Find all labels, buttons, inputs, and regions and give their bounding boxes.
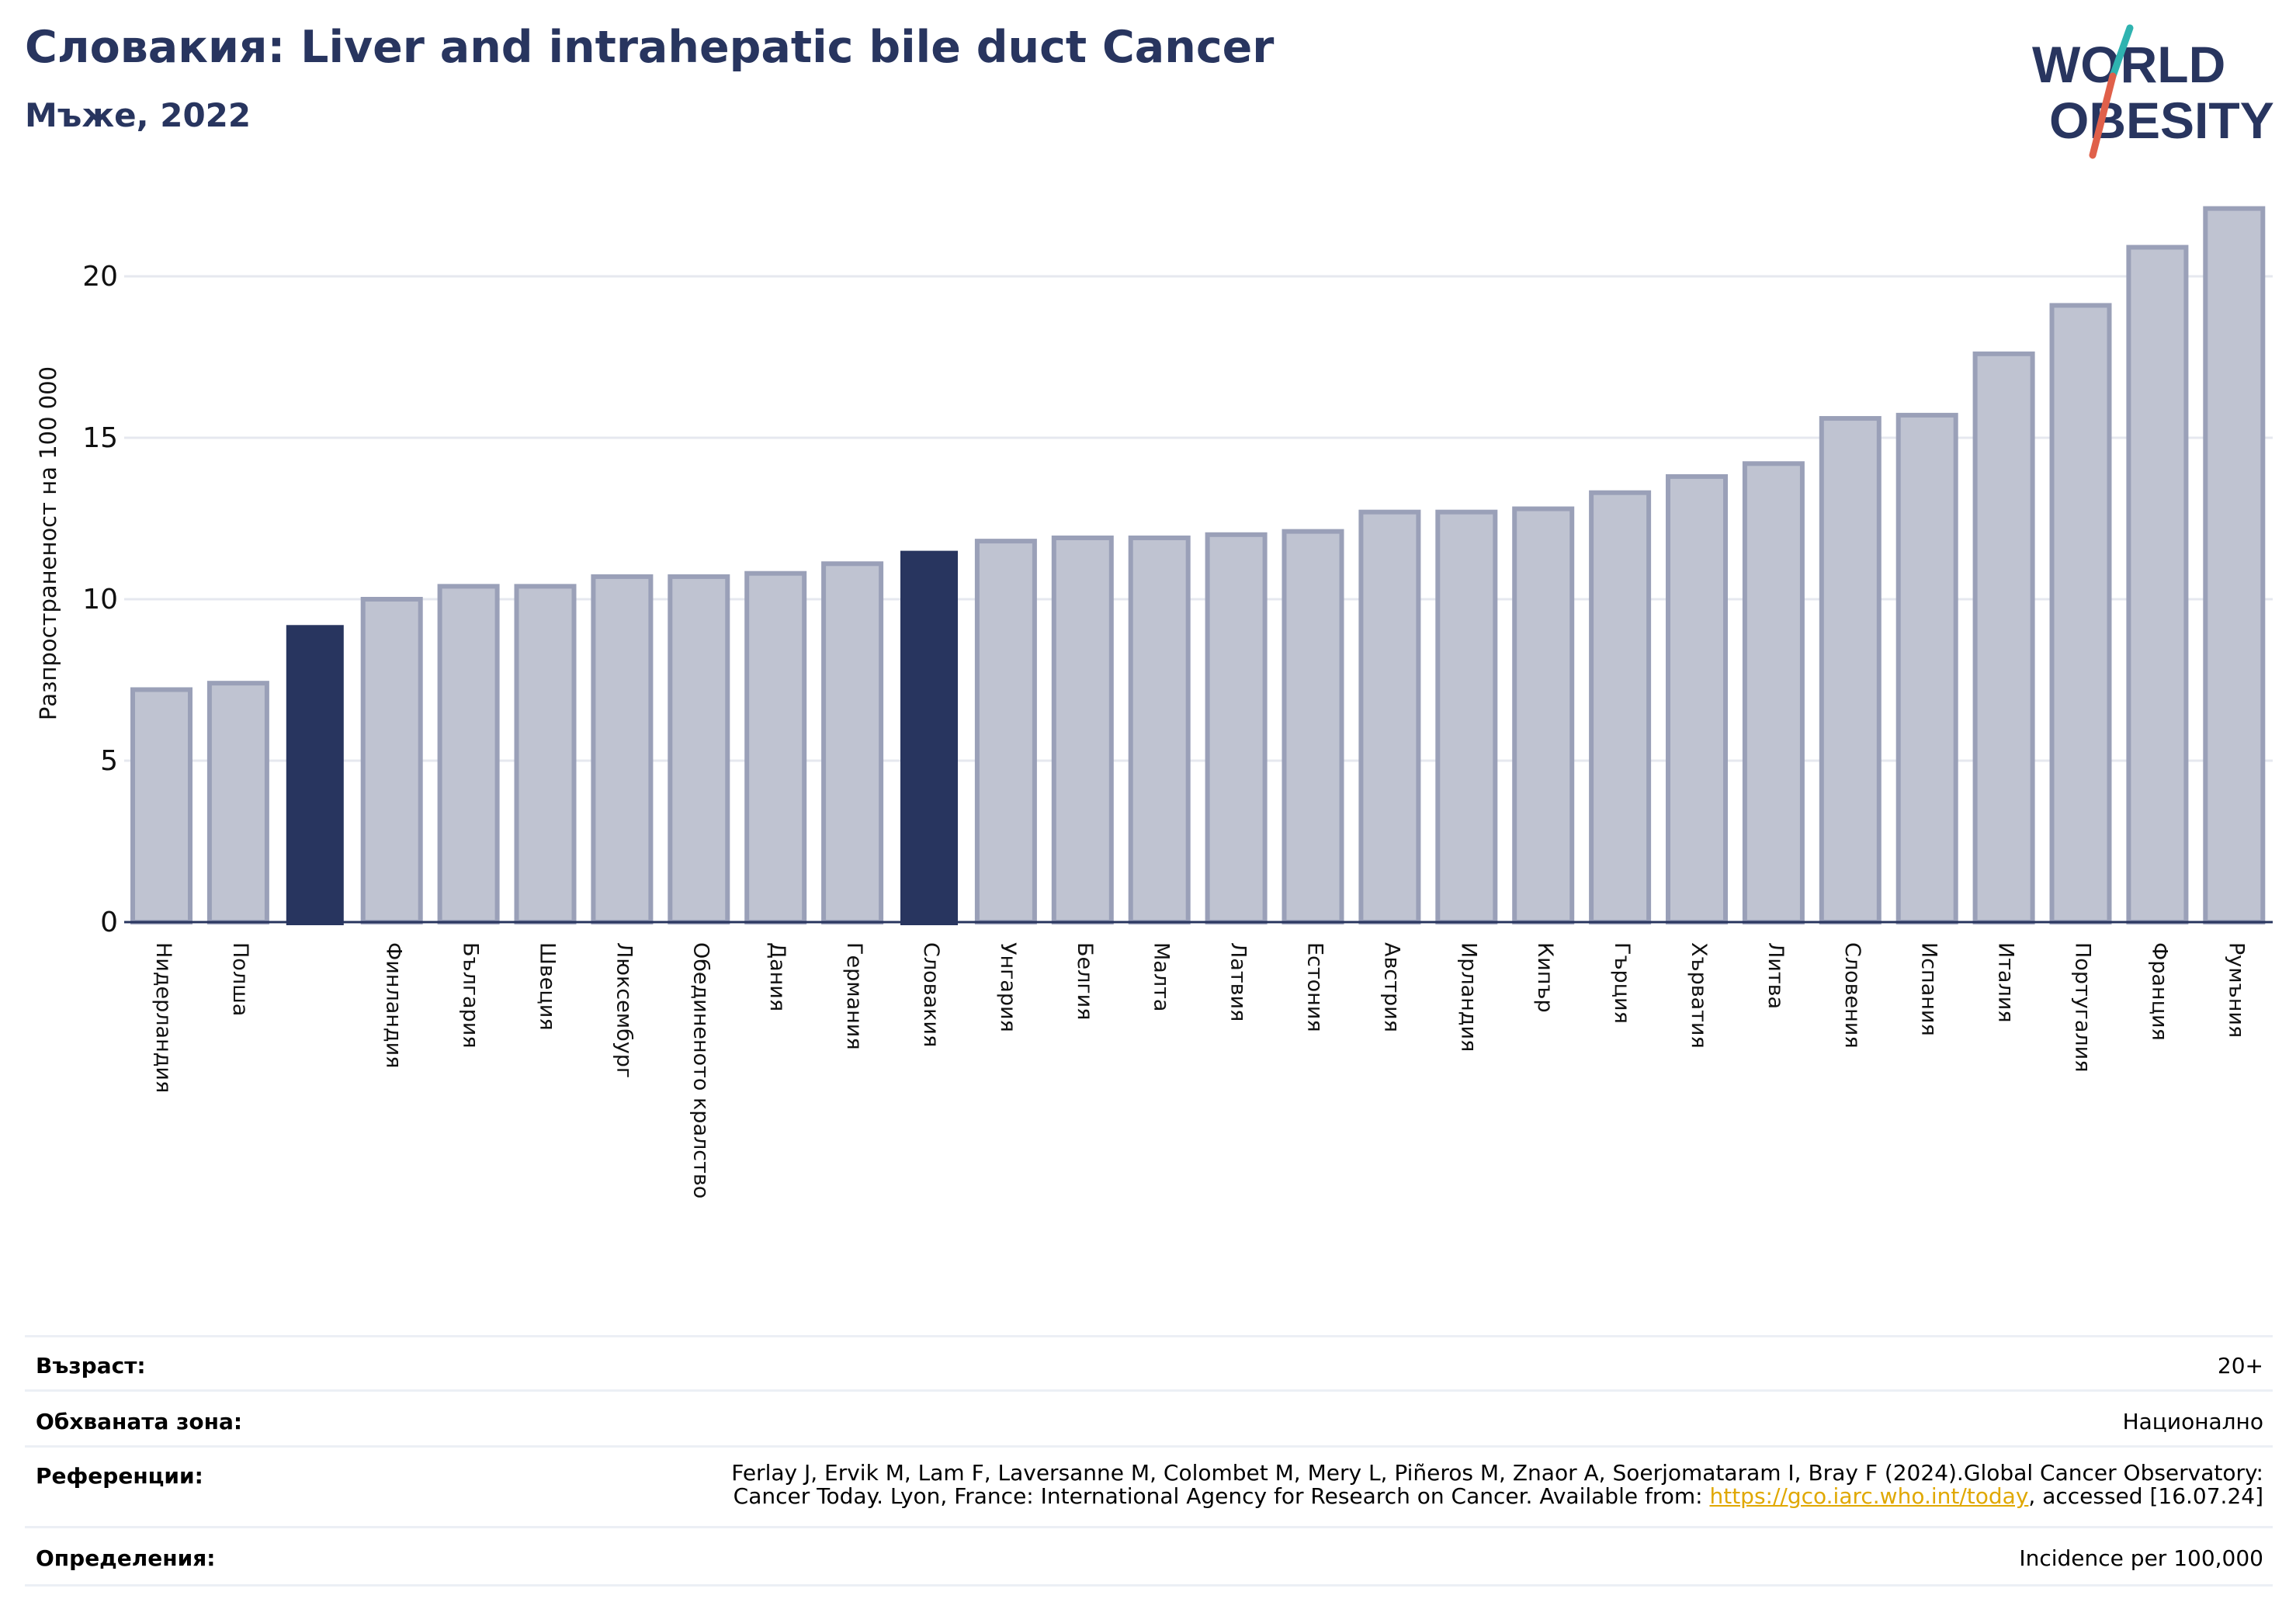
x-tick-label: Обединеното кралство — [688, 942, 713, 1198]
bar — [1895, 412, 1958, 924]
x-tick-label: Естония — [1303, 942, 1327, 1032]
x-tick-label: Малта — [1150, 942, 1174, 1011]
y-tick-label: 10 — [82, 584, 118, 616]
bar — [974, 539, 1037, 924]
x-tick-label: Литва — [1764, 942, 1788, 1009]
bar — [130, 687, 192, 924]
reference-line-2: Cancer Today. Lyon, France: Internationa… — [731, 1485, 2263, 1508]
info-value-area: Национално — [2122, 1409, 2263, 1434]
bar — [1512, 506, 1575, 924]
bar — [1282, 529, 1344, 924]
logo-slash-top — [2109, 24, 2134, 80]
info-label-definitions: Определения: — [36, 1545, 216, 1571]
bar — [591, 574, 654, 924]
x-tick-label: Австрия — [1379, 942, 1403, 1032]
bar — [744, 570, 807, 924]
x-tick-label: Испания — [1917, 942, 1941, 1036]
bar — [1819, 416, 1882, 924]
x-tick-label: Унгария — [996, 942, 1020, 1032]
bar — [1205, 532, 1268, 924]
logo-text-obesity: OBESITY — [2049, 92, 2274, 149]
x-tick-label: Финландия — [382, 942, 406, 1068]
x-tick-label: Франция — [2147, 942, 2171, 1041]
x-tick-label: Португалия — [2071, 942, 2095, 1072]
y-axis-ticks: 0 5 10 15 20 — [82, 261, 118, 938]
x-tick-label: Германия — [842, 942, 866, 1050]
x-tick-label: Ирландия — [1456, 942, 1480, 1052]
bar — [437, 584, 500, 924]
bar — [1972, 351, 2035, 924]
y-tick-label: 15 — [82, 422, 118, 454]
x-tick-label: Белгия — [1073, 942, 1097, 1020]
bars — [130, 206, 2266, 925]
x-tick-label: Хърватия — [1687, 942, 1711, 1049]
y-axis-label: Разпространеност на 100 000 — [35, 366, 61, 720]
x-axis-labels: Нидерландия Полша Финландия България Швеция Л… — [151, 942, 2248, 1198]
info-label-age: Възраст: — [36, 1353, 146, 1379]
bar — [2203, 206, 2266, 924]
bar — [1666, 473, 1728, 924]
x-tick-label: Полша — [228, 942, 252, 1016]
bar — [2049, 303, 2112, 924]
info-row-age: Възраст: 20+ — [25, 1335, 2273, 1392]
bar — [1128, 535, 1191, 925]
x-tick-label: Швеция — [536, 942, 560, 1031]
bar — [821, 561, 884, 924]
x-tick-label: Словакия — [919, 942, 943, 1047]
bar — [1051, 535, 1114, 925]
page-title: Словакия: Liver and intrahepatic bile du… — [25, 22, 1275, 73]
x-tick-label: България — [459, 942, 483, 1049]
x-tick-label: Латвия — [1226, 942, 1250, 1021]
reference-text: Cancer Today. Lyon, France: Internationa… — [733, 1483, 1710, 1509]
bar — [514, 584, 577, 924]
x-tick-label: Гърция — [1610, 942, 1634, 1024]
info-row-definitions: Определения: Incidence per 100,000 — [25, 1526, 2273, 1587]
bar — [1435, 509, 1498, 924]
y-tick-label: 5 — [100, 745, 118, 777]
bar — [900, 550, 958, 925]
x-tick-label: Люксембург — [612, 942, 636, 1078]
info-value-age: 20+ — [2217, 1353, 2263, 1379]
y-tick-label: 20 — [82, 261, 118, 293]
bar — [1742, 461, 1805, 924]
world-obesity-logo: WORLD OBESITY — [2032, 24, 2274, 159]
info-value-definitions: Incidence per 100,000 — [2019, 1545, 2263, 1571]
bar — [206, 681, 269, 924]
info-label-references: Референции: — [36, 1463, 203, 1489]
reference-accessed: , accessed [16.07.24] — [2028, 1483, 2263, 1509]
page-subtitle: Мъже, 2022 — [25, 96, 251, 134]
y-tick-label: 0 — [100, 907, 118, 938]
bar — [1358, 509, 1421, 924]
x-tick-label: Дания — [765, 942, 789, 1011]
bar — [360, 597, 423, 924]
bar — [1589, 490, 1652, 924]
bar — [286, 625, 344, 925]
bar-chart: 0 5 10 15 20 Нидерландия Полша Финландия Българ… — [35, 206, 2273, 1198]
x-tick-label: Румъния — [2224, 942, 2248, 1038]
x-tick-label: Нидерландия — [151, 942, 175, 1093]
x-tick-label: Кипър — [1533, 942, 1557, 1013]
bar — [2126, 244, 2189, 924]
reference-line-1: Ferlay J, Ervik M, Lam F, Laversanne M, … — [731, 1460, 2263, 1486]
x-tick-label: Словения — [1840, 942, 1864, 1049]
logo-text-world: WORLD — [2032, 36, 2225, 93]
info-row-references: Референции: Ferlay J, Ervik M, Lam F, La… — [25, 1445, 2273, 1527]
x-tick-label: Италия — [1994, 942, 2018, 1023]
info-row-area: Обхваната зона: Национално — [25, 1389, 2273, 1446]
reference-link[interactable]: https://gco.iarc.who.int/today — [1709, 1483, 2029, 1509]
info-label-area: Обхваната зона: — [36, 1409, 243, 1434]
bar — [668, 574, 730, 924]
info-value-references: Ferlay J, Ervik M, Lam F, Laversanne M, … — [731, 1462, 2263, 1508]
logo-slash-bottom — [2089, 72, 2117, 159]
